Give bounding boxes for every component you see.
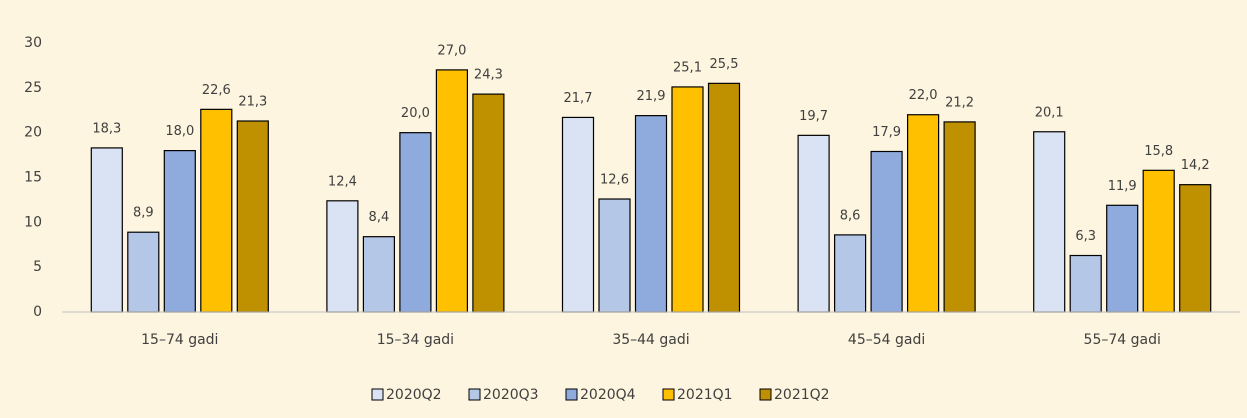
bar bbox=[472, 93, 505, 313]
data-label: 20,0 bbox=[401, 106, 430, 121]
y-tick-label: 10 bbox=[24, 214, 42, 230]
data-label: 21,3 bbox=[238, 95, 267, 110]
bar bbox=[90, 147, 123, 313]
y-tick-label: 30 bbox=[24, 35, 42, 51]
data-label: 8,4 bbox=[369, 210, 390, 225]
data-label: 22,6 bbox=[202, 83, 231, 98]
bar bbox=[906, 114, 940, 313]
data-label: 25,1 bbox=[673, 60, 702, 75]
legend-swatch bbox=[662, 388, 675, 401]
data-label: 8,6 bbox=[840, 208, 861, 223]
bar bbox=[1106, 204, 1139, 313]
legend-label: 2020Q2 bbox=[386, 387, 442, 403]
y-tick-label: 25 bbox=[24, 80, 42, 96]
data-label: 12,6 bbox=[600, 173, 629, 188]
bar bbox=[236, 120, 269, 313]
data-label: 6,3 bbox=[1075, 229, 1096, 244]
data-label: 14,2 bbox=[1181, 158, 1210, 173]
data-label: 25,5 bbox=[710, 57, 739, 72]
bar bbox=[435, 69, 468, 313]
bar bbox=[1033, 131, 1066, 313]
bar bbox=[1179, 184, 1212, 313]
bar bbox=[797, 134, 830, 313]
legend-label: 2020Q4 bbox=[580, 387, 636, 403]
y-tick-label: 5 bbox=[33, 259, 42, 275]
data-label: 20,1 bbox=[1035, 105, 1064, 120]
bar bbox=[326, 200, 359, 313]
data-label: 15,8 bbox=[1144, 144, 1173, 159]
bar bbox=[634, 115, 668, 313]
y-tick-label: 15 bbox=[24, 170, 42, 186]
bar bbox=[362, 236, 395, 313]
x-tick-label: 45–54 gadi bbox=[848, 332, 925, 348]
data-label: 18,0 bbox=[165, 124, 194, 139]
bar bbox=[1142, 169, 1175, 313]
legend-swatch bbox=[759, 388, 772, 401]
legend-swatch bbox=[565, 388, 578, 401]
data-label: 19,7 bbox=[799, 109, 828, 124]
data-label: 27,0 bbox=[437, 43, 466, 58]
y-tick-label: 20 bbox=[24, 125, 42, 141]
bar bbox=[598, 198, 631, 313]
bar bbox=[707, 82, 741, 313]
bar bbox=[200, 108, 233, 313]
data-label: 8,9 bbox=[133, 206, 154, 221]
bar bbox=[561, 116, 595, 313]
data-label: 24,3 bbox=[474, 68, 503, 83]
bar bbox=[833, 234, 867, 313]
data-label: 21,9 bbox=[637, 89, 666, 104]
bar bbox=[870, 150, 903, 313]
bar bbox=[671, 86, 704, 313]
legend-label: 2021Q2 bbox=[774, 387, 830, 403]
legend-swatch bbox=[371, 388, 384, 401]
y-tick-label: 0 bbox=[33, 304, 42, 320]
data-label: 22,0 bbox=[909, 88, 938, 103]
data-label: 12,4 bbox=[328, 174, 357, 189]
x-tick-label: 55–74 gadi bbox=[1084, 332, 1161, 348]
legend-swatch bbox=[468, 388, 481, 401]
bar bbox=[127, 231, 160, 313]
bar bbox=[943, 121, 976, 313]
bar bbox=[1069, 254, 1102, 313]
data-label: 17,9 bbox=[872, 125, 901, 140]
data-label: 11,9 bbox=[1108, 179, 1137, 194]
x-tick-label: 15–34 gadi bbox=[377, 332, 454, 348]
bar bbox=[399, 132, 432, 313]
data-label: 18,3 bbox=[92, 121, 121, 136]
bar bbox=[163, 150, 196, 313]
data-label: 21,7 bbox=[564, 91, 593, 106]
data-label: 21,2 bbox=[945, 95, 974, 110]
legend-label: 2021Q1 bbox=[677, 387, 733, 403]
x-tick-label: 15–74 gadi bbox=[141, 332, 218, 348]
x-tick-label: 35–44 gadi bbox=[612, 332, 689, 348]
legend-label: 2020Q3 bbox=[483, 387, 539, 403]
